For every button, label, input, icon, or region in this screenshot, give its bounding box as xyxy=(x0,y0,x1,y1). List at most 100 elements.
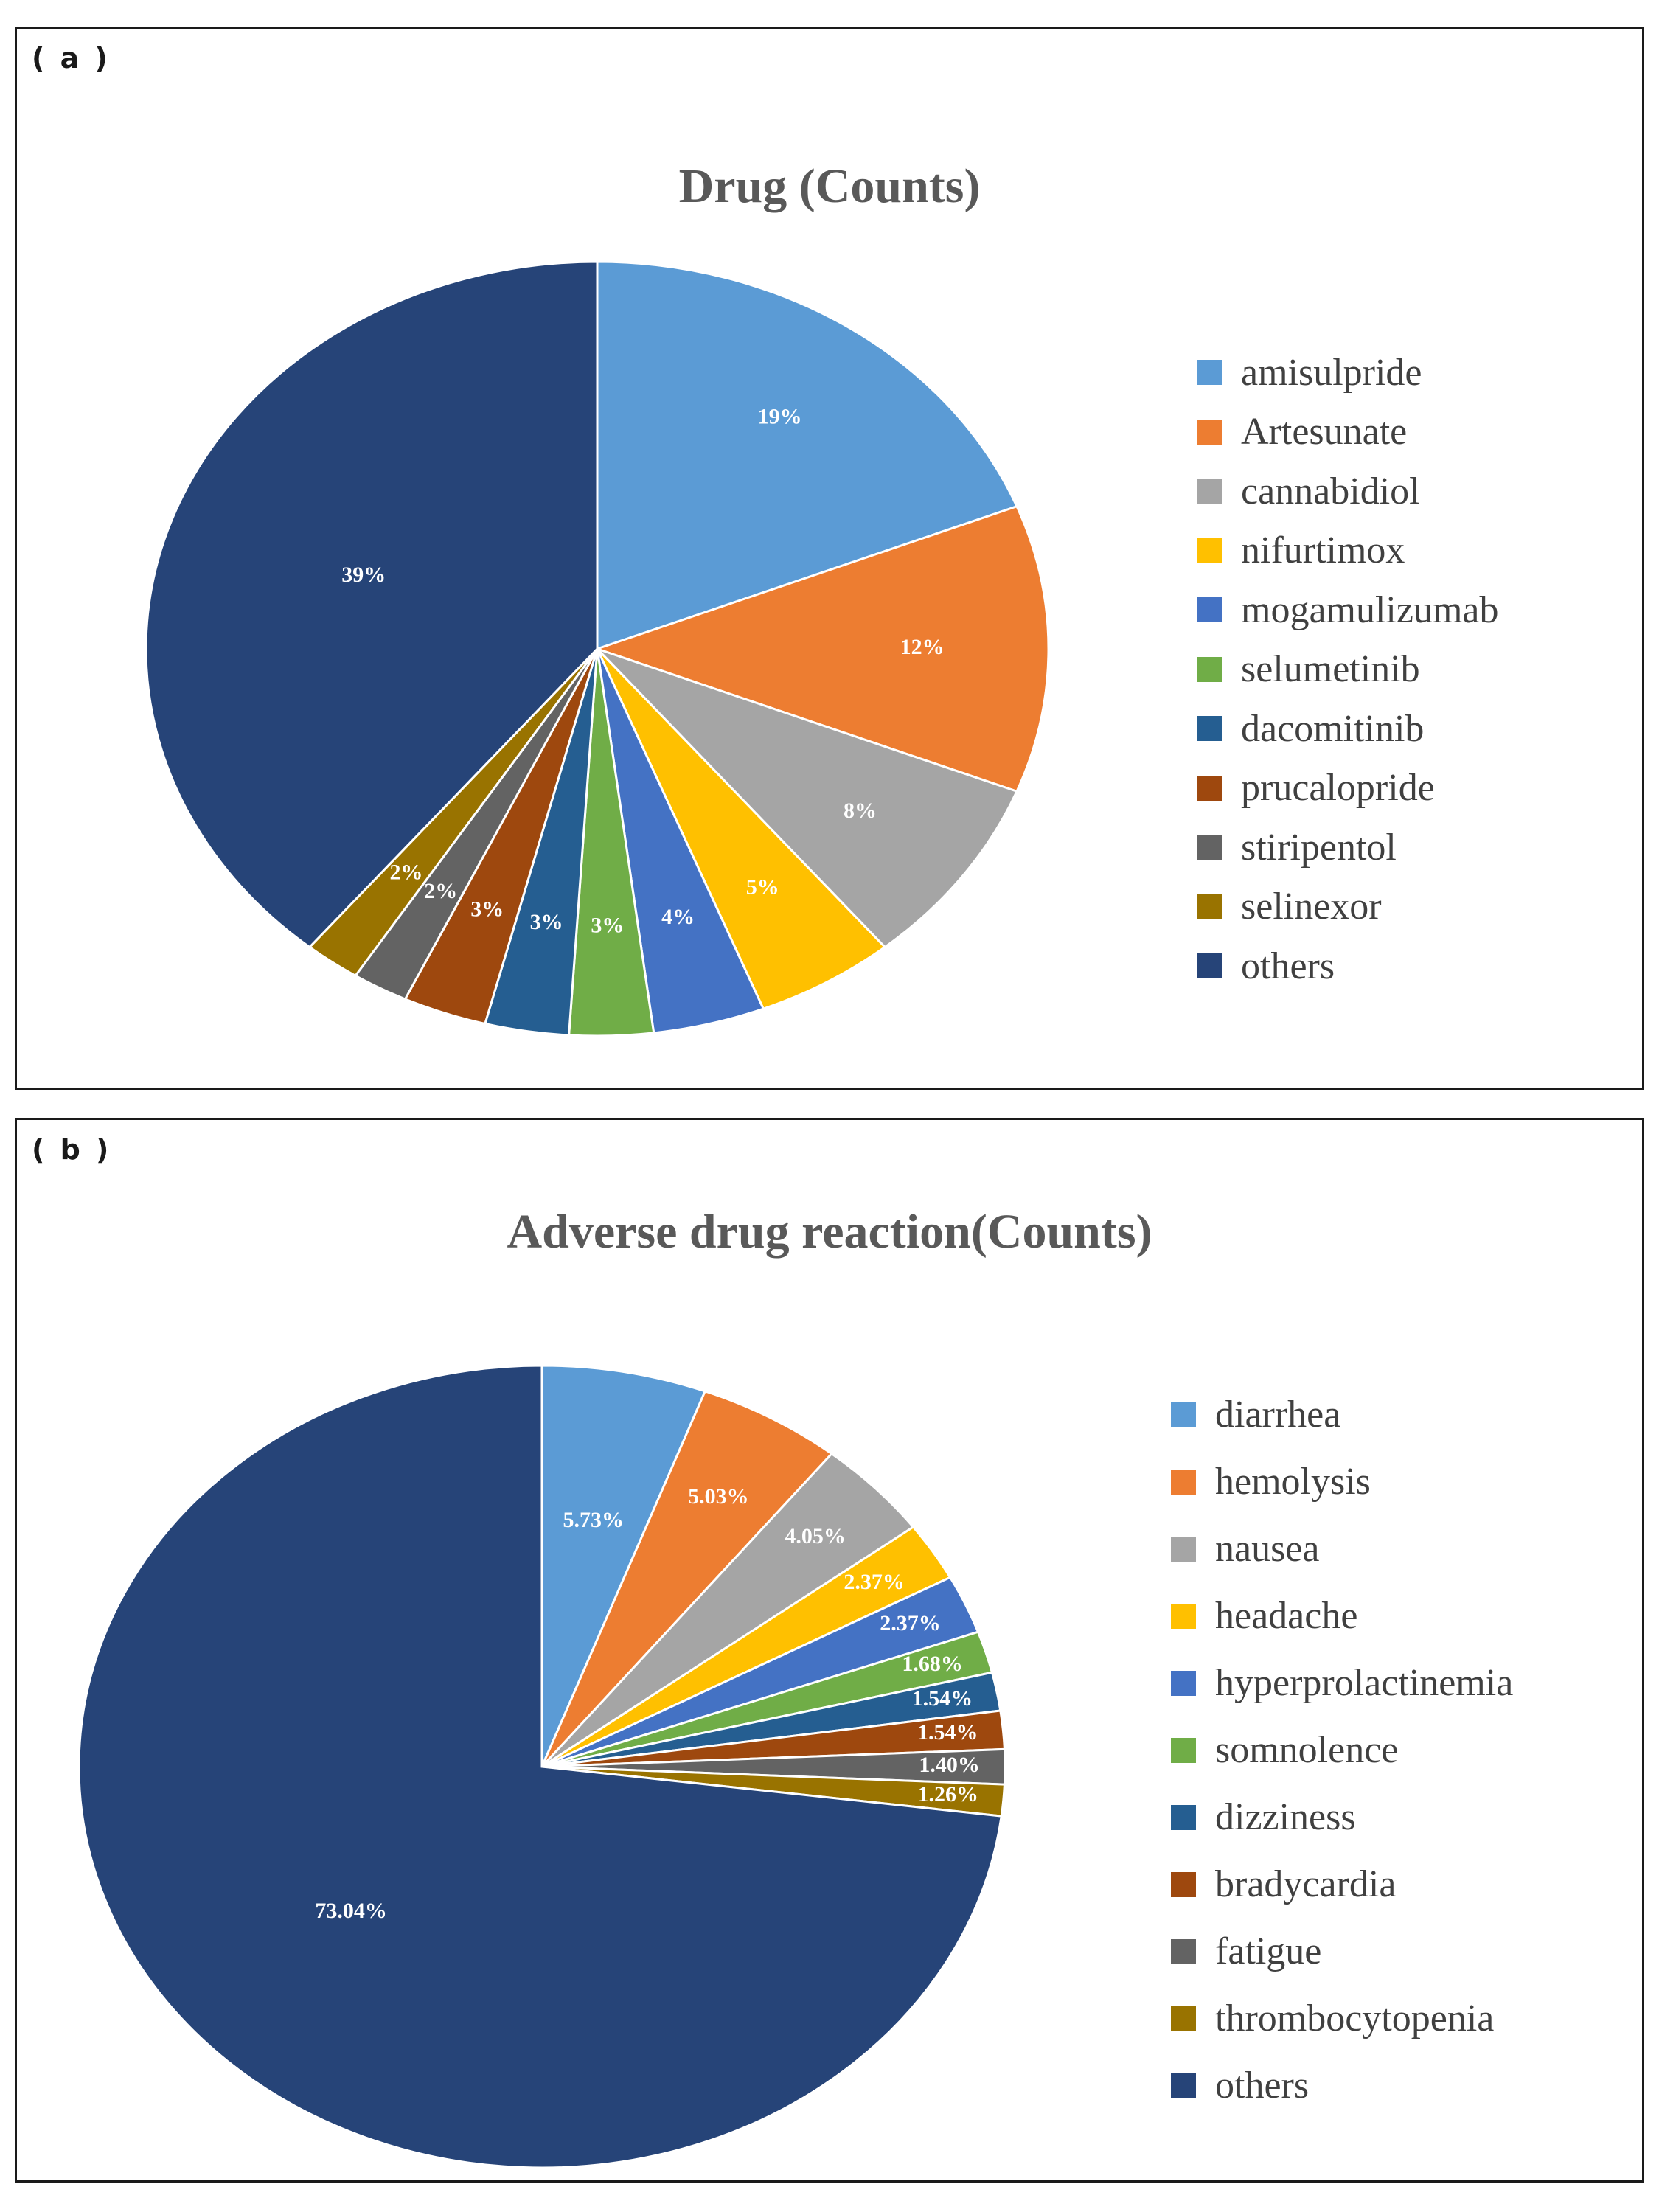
data-label-headache: 2.37% xyxy=(844,1570,905,1594)
panel-b: ( b ) Adverse drug reaction(Counts) 5.73… xyxy=(15,1118,1644,2183)
legend-item-headache: headache xyxy=(1171,1582,1513,1649)
legend-swatch xyxy=(1197,479,1222,504)
data-label-prucalopride: 3% xyxy=(470,897,504,922)
legend-item-amisulpride: amisulpride xyxy=(1197,343,1498,403)
legend-item-others: others xyxy=(1197,936,1498,996)
pie-chart: 5.73% 5.03% 4.05% 2.37% 2.37% 1.68% 1.54% 1.54%… xyxy=(77,1364,1006,2169)
chart-title: Drug (Counts) xyxy=(678,159,981,213)
chart-legend: diarrhea hemolysis nausea headache hyperprol… xyxy=(1171,1381,1513,2119)
data-label-hemolysis: 5.03% xyxy=(688,1484,749,1509)
legend-item-hyperprolactinemia: hyperprolactinemia xyxy=(1171,1649,1513,1717)
data-label-selumetinib: 3% xyxy=(591,914,624,938)
data-label-cannabidiol: 8% xyxy=(844,799,877,823)
data-label-dizziness: 1.54% xyxy=(912,1686,973,1711)
legend-label: selumetinib xyxy=(1241,648,1420,691)
pie-slice-cannabidiol xyxy=(596,647,1019,949)
legend-item-somnolence: somnolence xyxy=(1171,1717,1513,1784)
pie-slice-amisulpride xyxy=(596,260,1019,651)
data-label-thrombocytopenia: 1.26% xyxy=(917,1782,978,1806)
chart-title: Adverse drug reaction(Counts) xyxy=(507,1205,1152,1259)
pie-slice-diarrhea xyxy=(540,1364,707,1767)
legend-label: cannabidiol xyxy=(1241,470,1420,512)
data-label-artesunate: 12% xyxy=(900,635,945,659)
data-label-stiripentol: 2% xyxy=(424,879,457,903)
legend-label: fatigue xyxy=(1215,1930,1322,1972)
data-label-nifurtimox: 5% xyxy=(746,874,779,899)
legend-swatch xyxy=(1197,775,1222,801)
data-label-others: 73.04% xyxy=(315,1899,387,1923)
data-label-bradycardia: 1.54% xyxy=(917,1720,978,1745)
legend-swatch xyxy=(1197,894,1222,919)
panel-label: ( b ) xyxy=(32,1133,112,1166)
data-label-amisulpride: 19% xyxy=(758,404,802,428)
legend-swatch xyxy=(1171,1603,1196,1629)
legend-swatch xyxy=(1171,2073,1196,2098)
legend-label: amisulpride xyxy=(1241,351,1422,394)
legend-swatch xyxy=(1197,597,1222,623)
legend-label: selinexor xyxy=(1241,886,1382,928)
data-label-selinexor: 2% xyxy=(389,860,422,885)
pie-slice-nifurtimox xyxy=(596,647,887,1010)
panel-label: ( a ) xyxy=(32,42,111,74)
legend-label: dizziness xyxy=(1215,1796,1356,1838)
legend-item-selinexor: selinexor xyxy=(1197,877,1498,937)
legend-label: prucalopride xyxy=(1241,767,1435,810)
panel-a: ( a ) Drug (Counts) 19% 12% 8% 5% 4% 3% 3% 3% 2%… xyxy=(15,27,1644,1090)
legend-item-selumetinib: selumetinib xyxy=(1197,640,1498,700)
legend-item-prucalopride: prucalopride xyxy=(1197,759,1498,818)
data-label-mogamulizumab: 4% xyxy=(661,905,695,929)
legend-swatch xyxy=(1197,953,1222,979)
legend-label: hyperprolactinemia xyxy=(1215,1662,1514,1704)
legend-item-thrombocytopenia: thrombocytopenia xyxy=(1171,1985,1513,2052)
legend-item-hemolysis: hemolysis xyxy=(1171,1448,1513,1515)
legend-item-nifurtimox: nifurtimox xyxy=(1197,521,1498,581)
legend-swatch xyxy=(1171,2006,1196,2031)
legend-label: others xyxy=(1215,2065,1310,2107)
legend-label: stiripentol xyxy=(1241,826,1397,869)
legend-swatch xyxy=(1171,1670,1196,1696)
legend-label: hemolysis xyxy=(1215,1461,1371,1503)
data-label-fatigue: 1.40% xyxy=(919,1753,980,1777)
legend-label: bradycardia xyxy=(1215,1863,1397,1905)
pie-chart: 19% 12% 8% 5% 4% 3% 3% 3% 2%2% 39% xyxy=(145,260,1050,1037)
legend-swatch xyxy=(1171,1469,1196,1495)
legend-item-diarrhea: diarrhea xyxy=(1171,1381,1513,1448)
legend-label: dacomitinib xyxy=(1241,707,1425,750)
legend-swatch xyxy=(1171,1938,1196,1964)
legend-item-fatigue: fatigue xyxy=(1171,1918,1513,1985)
data-label-somnolence: 1.68% xyxy=(902,1652,963,1676)
data-label-nausea: 4.05% xyxy=(785,1524,846,1548)
legend-item-artesunate: Artesunate xyxy=(1197,403,1498,462)
legend-swatch xyxy=(1197,419,1222,445)
legend-label: others xyxy=(1241,945,1335,987)
pie-slice-others xyxy=(145,260,599,949)
legend-item-mogamulizumab: mogamulizumab xyxy=(1197,580,1498,640)
legend-swatch xyxy=(1197,360,1222,386)
legend-swatch xyxy=(1171,1871,1196,1897)
data-label-dacomitinib: 3% xyxy=(530,910,563,934)
data-label-diarrhea: 5.73% xyxy=(563,1508,624,1532)
data-label-hyperprolactinemia: 2.37% xyxy=(880,1611,941,1635)
pie-slice-artesunate xyxy=(594,504,1050,793)
legend-swatch xyxy=(1171,1536,1196,1562)
legend-item-dacomitinib: dacomitinib xyxy=(1197,699,1498,759)
legend-swatch xyxy=(1197,716,1222,742)
legend-swatch xyxy=(1171,1737,1196,1763)
legend-item-stiripentol: stiripentol xyxy=(1197,818,1498,877)
legend-label: nausea xyxy=(1215,1528,1320,1570)
pie-slice-hemolysis xyxy=(540,1390,834,1768)
legend-swatch xyxy=(1197,538,1222,563)
legend-swatch xyxy=(1197,835,1222,860)
legend-label: diarrhea xyxy=(1215,1394,1341,1436)
legend-swatch xyxy=(1171,1402,1196,1427)
legend-item-bradycardia: bradycardia xyxy=(1171,1851,1513,1918)
legend-label: nifurtimox xyxy=(1241,529,1405,572)
data-label-others: 39% xyxy=(341,563,386,587)
legend-item-others: others xyxy=(1171,2052,1513,2119)
legend-item-dizziness: dizziness xyxy=(1171,1784,1513,1851)
pie-slice-others xyxy=(77,1364,1003,2169)
legend-swatch xyxy=(1171,1804,1196,1830)
legend-label: mogamulizumab xyxy=(1241,588,1499,631)
legend-label: somnolence xyxy=(1215,1729,1399,1771)
legend-label: headache xyxy=(1215,1595,1358,1637)
